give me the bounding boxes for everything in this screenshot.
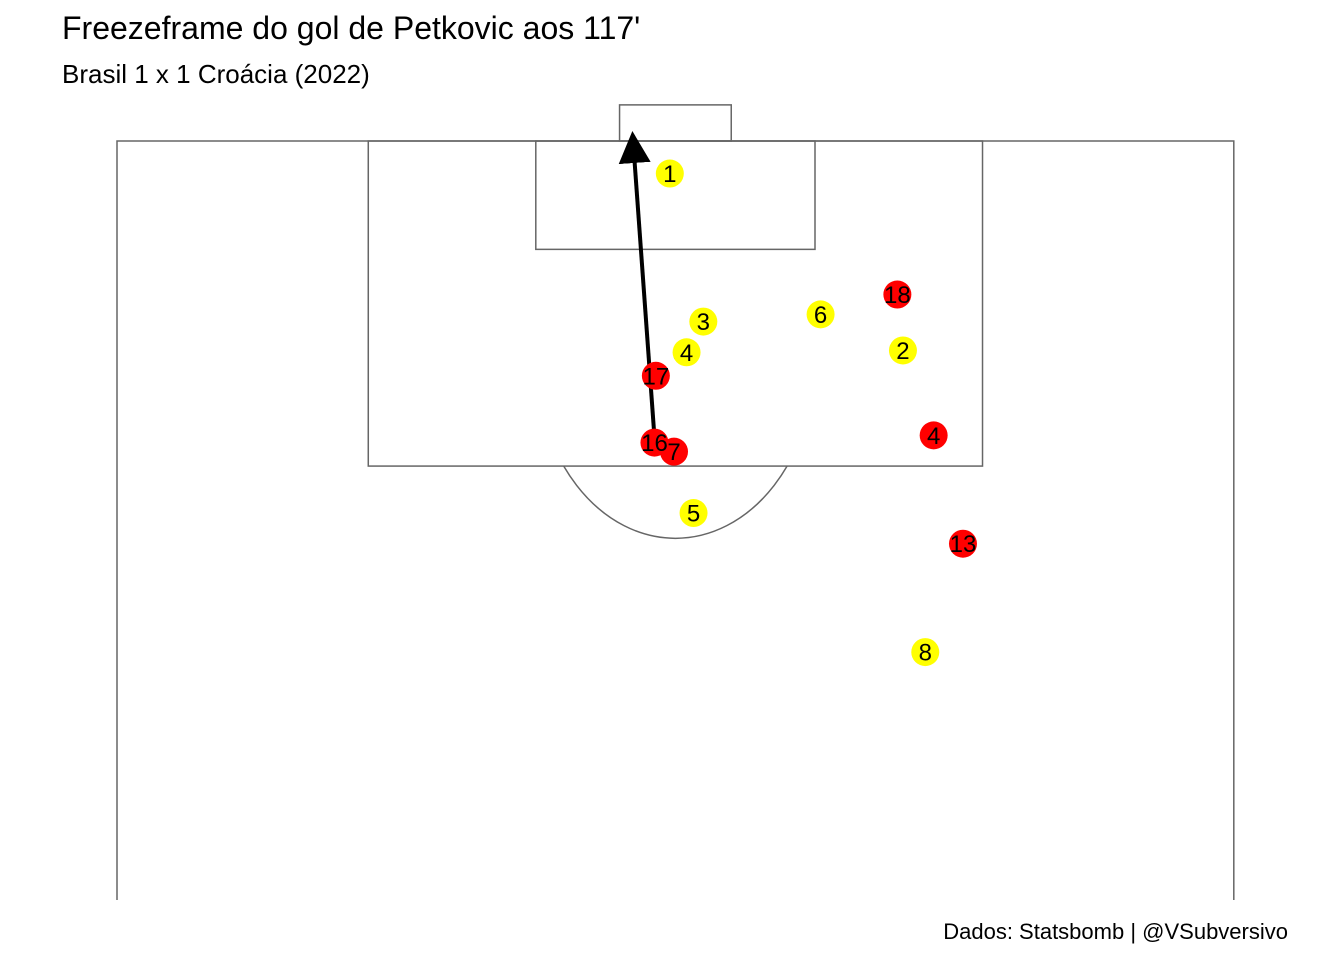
player-marker-yellow xyxy=(689,307,718,336)
player-marker-yellow xyxy=(655,159,684,188)
player-number-label: 5 xyxy=(687,501,700,528)
player-number-label: 17 xyxy=(643,363,670,390)
player-marker-yellow xyxy=(672,338,701,367)
player-marker-red xyxy=(883,280,912,309)
six-yard-box xyxy=(535,140,816,251)
player-number-label: 13 xyxy=(950,531,977,558)
pitch-outline xyxy=(116,140,1235,900)
player-number-label: 4 xyxy=(680,340,693,367)
player-marker-red xyxy=(948,529,977,558)
penalty-arc xyxy=(562,466,788,540)
player-number-label: 1 xyxy=(663,161,676,188)
player-marker-yellow xyxy=(911,638,940,667)
player-marker-yellow xyxy=(806,300,835,329)
player-number-label: 3 xyxy=(697,309,710,336)
player-number-label: 7 xyxy=(667,439,680,466)
player-number-label: 2 xyxy=(896,338,909,365)
player-marker-red xyxy=(919,421,948,450)
chart-title: Freezeframe do gol de Petkovic aos 117' xyxy=(62,10,641,46)
goal xyxy=(618,104,732,142)
player-number-label: 16 xyxy=(641,430,668,457)
player-number-label: 4 xyxy=(927,423,940,450)
player-number-label: 18 xyxy=(884,282,911,309)
player-marker-yellow xyxy=(888,336,917,365)
player-marker-yellow xyxy=(679,499,708,528)
chart-subtitle: Brasil 1 x 1 Croácia (2022) xyxy=(62,59,370,89)
player-marker-red xyxy=(660,437,689,466)
shot-arrow xyxy=(618,131,657,438)
chart-caption: Dados: Statsbomb | @VSubversivo xyxy=(943,919,1288,944)
player-number-label: 8 xyxy=(919,640,932,667)
player-marker-red xyxy=(641,361,670,390)
player-number-label: 6 xyxy=(814,302,827,329)
